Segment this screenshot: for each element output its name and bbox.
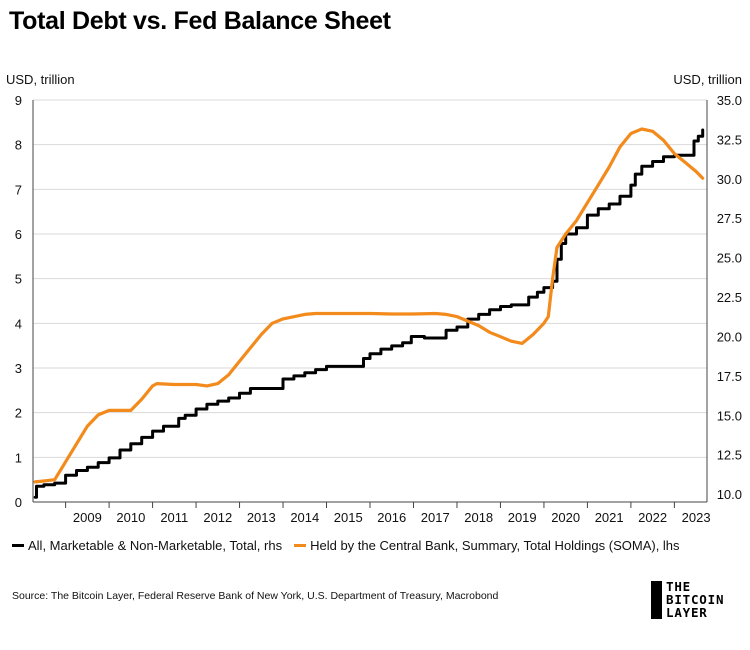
x-tick-label: 2019 xyxy=(508,510,537,525)
legend-item-soma: Held by the Central Bank, Summary, Total… xyxy=(294,538,680,553)
x-tick-label: 2010 xyxy=(116,510,145,525)
y-right-tick-label: 32.5 xyxy=(717,132,742,147)
brand-word-3: LAYER xyxy=(666,605,708,620)
x-tick-label: 2009 xyxy=(73,510,102,525)
y-left-tick-label: 1 xyxy=(15,450,22,465)
x-tick-label: 2018 xyxy=(464,510,493,525)
brand-logo-bar xyxy=(651,581,662,619)
x-tick-label: 2017 xyxy=(421,510,450,525)
brand-word-1: THE xyxy=(666,579,691,594)
y-right-tick-label: 17.5 xyxy=(717,369,742,384)
series-line-soma-holdings xyxy=(33,127,705,484)
legend-label-debt: All, Marketable & Non-Marketable, Total,… xyxy=(28,538,283,553)
legend-swatch-soma xyxy=(294,544,307,547)
y-left-tick-label: 7 xyxy=(15,182,22,197)
y-right-tick-label: 30.0 xyxy=(717,172,742,187)
legend-swatch-debt xyxy=(12,544,24,547)
y-right-tick-label: 20.0 xyxy=(717,329,742,344)
y-left-tick-label: 4 xyxy=(15,316,22,331)
brand-logo: THE BITCOIN LAYER xyxy=(651,578,746,622)
left-axis-unit: USD, trillion xyxy=(6,72,75,87)
x-tick-label: 2022 xyxy=(638,510,667,525)
chart-area: 0 1 2 3 4 5 6 7 8 9 10.0 12.5 15.0 17.5 20.0 22.5 25.0 27… xyxy=(15,93,742,525)
y-right-tick-label: 22.5 xyxy=(717,290,742,305)
y-left-tick-label: 8 xyxy=(15,138,22,153)
y-left-tick-label: 0 xyxy=(15,495,22,510)
brand-word-2: BITCOIN xyxy=(666,592,725,607)
y-left-tick-label: 3 xyxy=(15,361,22,376)
y-left-tick-label: 9 xyxy=(15,93,22,108)
y-left-tick-label: 2 xyxy=(15,406,22,421)
series xyxy=(33,127,705,499)
series-line-total-debt xyxy=(33,128,705,499)
x-tick-label: 2014 xyxy=(290,510,319,525)
y-right-tick-label: 15.0 xyxy=(717,408,742,423)
x-tick-label: 2013 xyxy=(247,510,276,525)
x-tick-label: 2011 xyxy=(160,510,188,525)
x-tick-label: 2012 xyxy=(203,510,232,525)
legend: All, Marketable & Non-Marketable, Total,… xyxy=(12,538,692,553)
y-left-tick-label: 5 xyxy=(15,272,22,287)
y-right-tick-label: 25.0 xyxy=(717,251,742,266)
legend-label-soma: Held by the Central Bank, Summary, Total… xyxy=(310,538,680,553)
y-right-tick-label: 10.0 xyxy=(717,487,742,502)
y-right-tick-label: 35.0 xyxy=(717,93,742,108)
x-tick-label: 2015 xyxy=(334,510,363,525)
x-tick-label: 2016 xyxy=(377,510,406,525)
chart-title: Total Debt vs. Fed Balance Sheet xyxy=(9,7,391,35)
source-note: Source: The Bitcoin Layer, Federal Reser… xyxy=(12,590,499,602)
y-right-tick-label: 12.5 xyxy=(717,448,742,463)
y-right-tick-label: 27.5 xyxy=(717,211,742,226)
gridlines xyxy=(33,99,707,503)
right-axis-unit: USD, trillion xyxy=(673,72,742,87)
legend-item-debt: All, Marketable & Non-Marketable, Total,… xyxy=(12,538,282,553)
x-tick-label: 2020 xyxy=(551,510,580,525)
y-left-tick-label: 6 xyxy=(15,227,22,242)
x-tick-label: 2023 xyxy=(682,510,711,525)
axes: 0 1 2 3 4 5 6 7 8 9 10.0 12.5 15.0 17.5 20.0 22.5 25.0 27… xyxy=(15,93,742,525)
x-tick-label: 2021 xyxy=(595,510,624,525)
